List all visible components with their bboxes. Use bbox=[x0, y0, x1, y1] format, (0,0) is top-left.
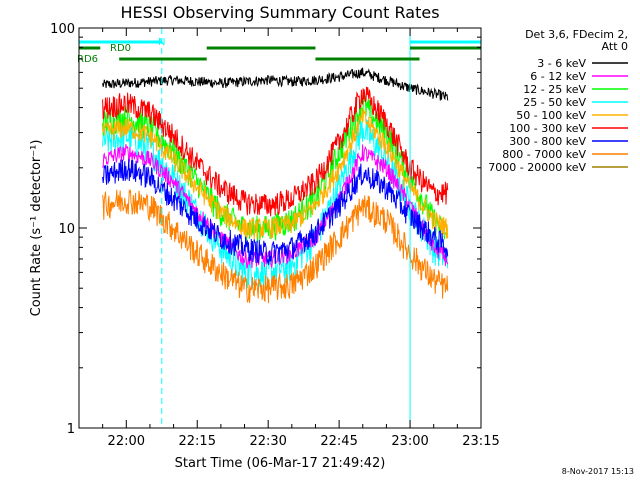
legend-label: 50 - 100 keV bbox=[516, 109, 586, 122]
legend-label: 12 - 25 keV bbox=[523, 83, 586, 96]
x-axis-label: Start Time (06-Mar-17 21:49:42) bbox=[175, 456, 386, 471]
series-300-800-kev-line bbox=[102, 158, 449, 266]
flag-label-rd6: RD6 bbox=[77, 54, 98, 65]
x-tick-label: 23:15 bbox=[462, 434, 499, 449]
series-3-6-kev-line bbox=[102, 67, 449, 101]
legend-label: 300 - 800 keV bbox=[509, 135, 586, 148]
legend-header-line2: Att 0 bbox=[602, 40, 628, 53]
y-tick-label: 100 bbox=[50, 22, 75, 37]
x-tick-label: 23:00 bbox=[391, 434, 428, 449]
series-layer bbox=[102, 67, 449, 304]
x-tick-label: 22:00 bbox=[108, 434, 145, 449]
legend-label: 3 - 6 keV bbox=[537, 57, 586, 70]
flag-label-rd0: RD0 bbox=[110, 43, 131, 54]
series-800-7000-kev-line bbox=[102, 188, 449, 304]
chart-title: HESSI Observing Summary Count Rates bbox=[120, 3, 439, 22]
footer-timestamp: 8-Nov-2017 15:13 bbox=[562, 467, 634, 476]
flag-layer: N RD0 RD6 bbox=[77, 37, 481, 65]
legend-label: 100 - 300 keV bbox=[509, 122, 586, 135]
legend-header-line1: Det 3,6, FDecim 2, bbox=[525, 28, 628, 41]
y-axis-label: Count Rate (s⁻¹ detector⁻¹) bbox=[29, 140, 44, 317]
y-tick-label: 1 bbox=[67, 422, 75, 437]
x-tick-label: 22:15 bbox=[179, 434, 216, 449]
x-tick-label: 22:45 bbox=[320, 434, 357, 449]
legend-label: 800 - 7000 keV bbox=[502, 148, 586, 161]
legend-label: 6 - 12 keV bbox=[530, 70, 586, 83]
axis-layer: 22:00 22:15 22:30 22:45 23:00 23:15 1 10 100 bbox=[50, 22, 500, 449]
series-50-100-kev-line bbox=[102, 108, 449, 240]
x-tick-label: 22:30 bbox=[249, 434, 286, 449]
legend-label: 25 - 50 keV bbox=[523, 96, 586, 109]
flag-label-n: N bbox=[158, 37, 165, 48]
y-tick-label: 10 bbox=[58, 222, 75, 237]
series-100-300-kev-line bbox=[102, 86, 449, 217]
legend-label: 7000 - 20000 keV bbox=[488, 161, 586, 174]
